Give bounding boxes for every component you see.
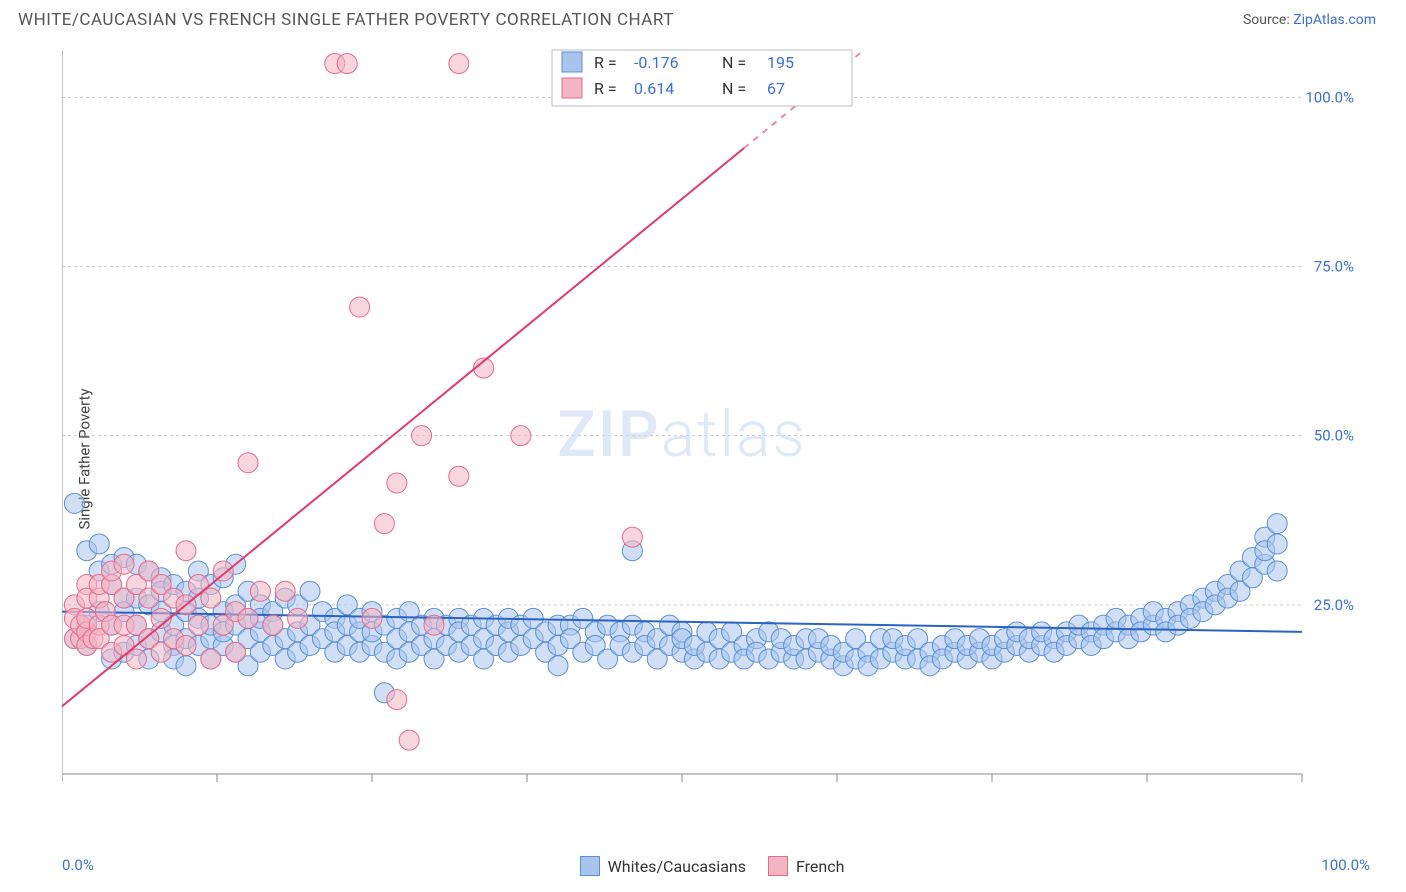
data-point xyxy=(201,649,221,669)
legend-label: French xyxy=(796,857,844,876)
legend-swatch xyxy=(562,78,582,98)
data-point xyxy=(176,635,196,655)
source-attribution: Source: ZipAtlas.com xyxy=(1243,12,1376,28)
legend-n-value: 67 xyxy=(767,79,785,98)
data-point xyxy=(263,615,283,635)
data-point xyxy=(300,581,320,601)
data-point xyxy=(238,608,258,628)
legend-item: Whites/Caucasians xyxy=(580,856,746,876)
data-point xyxy=(387,690,407,710)
data-point xyxy=(213,561,233,581)
legend-n-value: 195 xyxy=(767,53,794,72)
watermark: ZIPatlas xyxy=(557,397,807,472)
data-point xyxy=(424,615,444,635)
legend-r-label: R = xyxy=(594,79,617,98)
data-point xyxy=(176,541,196,561)
data-point xyxy=(548,656,568,676)
data-point xyxy=(387,473,407,493)
data-point xyxy=(622,527,642,547)
data-point xyxy=(288,608,308,628)
x-axis-max-label: 100.0% xyxy=(1321,856,1370,874)
data-point xyxy=(1267,561,1287,581)
source-link[interactable]: ZipAtlas.com xyxy=(1293,12,1376,28)
data-point xyxy=(374,514,394,534)
y-tick-label: 100.0% xyxy=(1305,88,1354,106)
legend-label: Whites/Caucasians xyxy=(608,857,746,876)
data-point xyxy=(337,54,357,74)
legend-swatch xyxy=(580,856,600,876)
data-point xyxy=(350,297,370,317)
data-point xyxy=(176,656,196,676)
data-point xyxy=(449,466,469,486)
y-tick-label: 50.0% xyxy=(1314,427,1354,445)
data-point xyxy=(511,426,531,446)
data-point xyxy=(89,534,109,554)
data-point xyxy=(449,54,469,74)
data-point xyxy=(412,426,432,446)
data-point xyxy=(399,730,419,750)
data-point xyxy=(362,608,382,628)
data-point xyxy=(226,642,246,662)
series-legend: Whites/Caucasians French xyxy=(62,856,1362,876)
legend-r-label: R = xyxy=(594,53,617,72)
legend-n-label: N = xyxy=(722,53,746,72)
source-prefix: Source: xyxy=(1243,12,1293,28)
y-tick-label: 75.0% xyxy=(1314,258,1354,276)
data-point xyxy=(114,554,134,574)
legend-n-label: N = xyxy=(722,79,746,98)
legend-swatch xyxy=(768,856,788,876)
legend-r-value: 0.614 xyxy=(634,79,674,98)
legend-item: French xyxy=(768,856,844,876)
data-point xyxy=(64,493,84,513)
scatter-plot: 25.0% 50.0% 75.0% 100.0% ZIPatlas R = -0.176 N … xyxy=(62,44,1362,814)
data-point xyxy=(1267,534,1287,554)
chart-title: WHITE/CAUCASIAN VS FRENCH SINGLE FATHER … xyxy=(18,10,674,30)
x-axis-min-label: 0.0% xyxy=(62,856,94,874)
data-point xyxy=(250,581,270,601)
y-tick-label: 25.0% xyxy=(1314,596,1354,614)
data-point xyxy=(275,581,295,601)
legend-swatch xyxy=(562,52,582,72)
data-point xyxy=(1267,514,1287,534)
legend-r-value: -0.176 xyxy=(634,53,679,72)
data-point xyxy=(238,453,258,473)
data-point xyxy=(188,615,208,635)
